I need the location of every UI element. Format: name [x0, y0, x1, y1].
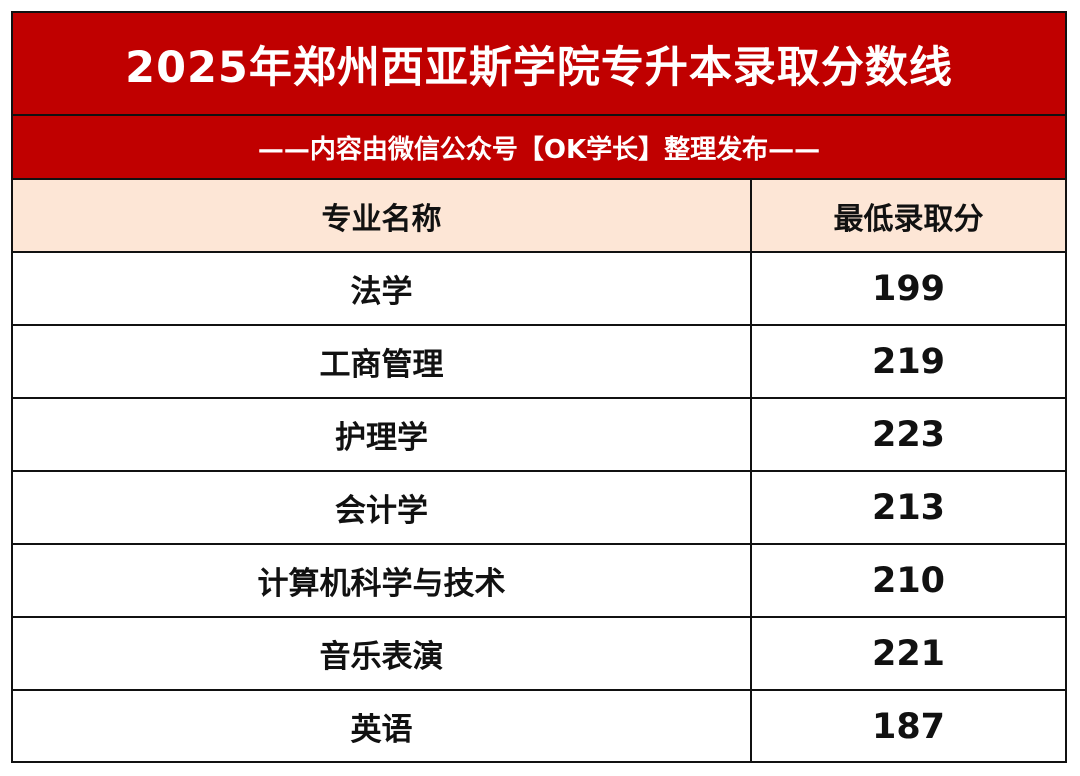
header-row: 专业名称 最低录取分: [13, 180, 1065, 253]
score-cell: 199: [750, 252, 1065, 326]
column-header-score: 最低录取分: [750, 180, 1065, 253]
page-title: 2025年郑州西亚斯学院专升本录取分数线: [13, 13, 1065, 116]
major-cell: 会计学: [13, 471, 751, 545]
score-cell: 213: [750, 471, 1065, 545]
table-row: 工商管理 219: [13, 325, 1065, 399]
major-cell: 护理学: [13, 398, 751, 472]
table-row: 音乐表演 221: [13, 617, 1065, 691]
score-cell: 223: [750, 398, 1065, 472]
source-subtitle: ——内容由微信公众号【OK学长】整理发布——: [13, 116, 1065, 180]
score-cell: 221: [750, 617, 1065, 691]
admission-score-table: 专业名称 最低录取分 法学 199 工商管理 219 护理学 223 会计学 2…: [13, 180, 1065, 762]
major-cell: 计算机科学与技术: [13, 544, 751, 618]
major-cell: 工商管理: [13, 325, 751, 399]
major-cell: 英语: [350, 712, 413, 748]
table-body: 法学 199 工商管理 219 护理学 223 会计学 213 计算机科学与技术…: [13, 252, 1065, 762]
score-cell: 219: [750, 325, 1065, 399]
table-row: 会计学 213: [13, 471, 1065, 545]
table-row: 法学 199: [13, 252, 1065, 326]
table-row: 护理学 223: [13, 398, 1065, 472]
major-cell: 法学: [13, 252, 751, 326]
major-cell: 音乐表演: [13, 617, 751, 691]
column-header-major: 专业名称: [13, 180, 751, 253]
table-row: 英语 187: [13, 690, 1065, 762]
score-table-sheet: 2025年郑州西亚斯学院专升本录取分数线 ——内容由微信公众号【OK学长】整理发…: [11, 11, 1067, 763]
score-cell: 210: [750, 544, 1065, 618]
score-cell: 187: [750, 690, 1065, 762]
table-row: 计算机科学与技术 210: [13, 544, 1065, 618]
table-header: 专业名称 最低录取分: [13, 180, 1065, 253]
